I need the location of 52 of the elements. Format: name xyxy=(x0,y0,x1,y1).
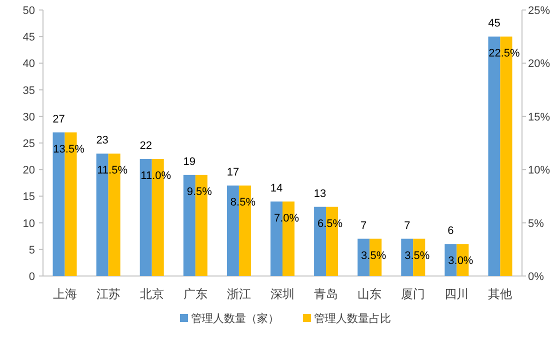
data-label: 9.5% xyxy=(186,186,212,198)
x-tick-label: 江苏 xyxy=(96,287,120,301)
y2-tick-label: 15% xyxy=(528,111,550,124)
x-tick-label: 厦门 xyxy=(401,287,426,301)
legend-label: 管理人数量占比 xyxy=(314,312,391,325)
data-label: 11.0% xyxy=(140,170,172,182)
y-tick-label: 35 xyxy=(22,84,35,97)
x-tick-label: 浙江 xyxy=(226,287,251,301)
y-tick-label: 10 xyxy=(22,218,35,230)
x-tick-label: 四川 xyxy=(444,287,469,301)
data-label: 6.5% xyxy=(318,218,343,230)
x-tick-label: 上海 xyxy=(52,287,77,301)
y2-tick-label: 25% xyxy=(528,5,550,17)
y-tick-label: 45 xyxy=(22,32,35,44)
y-tick-label: 20 xyxy=(22,164,35,177)
y-tick-label: 0 xyxy=(28,271,35,283)
data-label: 13 xyxy=(314,188,326,200)
y-tick-label: 30 xyxy=(22,111,35,124)
x-tick-label: 青岛 xyxy=(314,287,338,301)
data-label: 3.5% xyxy=(404,250,430,262)
data-label: 14 xyxy=(270,182,283,195)
data-label: 23 xyxy=(96,134,108,147)
x-tick-label: 广东 xyxy=(183,287,208,301)
y-tick-label: 5 xyxy=(28,244,35,256)
data-label: 7 xyxy=(404,220,410,232)
data-label: 17 xyxy=(226,166,240,179)
data-label: 27 xyxy=(52,113,65,126)
data-label: 6 xyxy=(448,225,454,238)
data-label: 7 xyxy=(360,220,367,232)
x-tick-label: 其他 xyxy=(488,287,512,301)
data-label: 8.5% xyxy=(230,196,256,209)
data-label: 7.0% xyxy=(274,212,300,225)
legend-label: 管理人数量（家） xyxy=(191,312,279,325)
x-tick-label: 深圳 xyxy=(270,287,294,301)
data-label: 22.5% xyxy=(488,48,520,60)
data-label: 13.5% xyxy=(53,143,85,156)
y-tick-label: 50 xyxy=(22,5,35,17)
data-label: 11.5% xyxy=(97,164,128,177)
y-tick-label: 15 xyxy=(22,191,35,204)
data-label: 22 xyxy=(140,140,152,152)
x-tick-label: 山东 xyxy=(358,287,382,301)
data-label: 3.0% xyxy=(448,255,474,268)
x-tick-label: 北京 xyxy=(140,287,164,301)
y-tick-label: 25 xyxy=(22,138,35,150)
y2-tick-label: 20% xyxy=(528,58,550,70)
data-label: 3.5% xyxy=(361,250,386,262)
data-label: 19 xyxy=(183,156,196,168)
y2-tick-label: 10% xyxy=(528,164,550,177)
y2-tick-label: 5% xyxy=(528,218,544,230)
y2-tick-label: 0% xyxy=(528,271,544,283)
data-label: 45 xyxy=(488,18,500,30)
y-tick-label: 40 xyxy=(22,58,35,70)
